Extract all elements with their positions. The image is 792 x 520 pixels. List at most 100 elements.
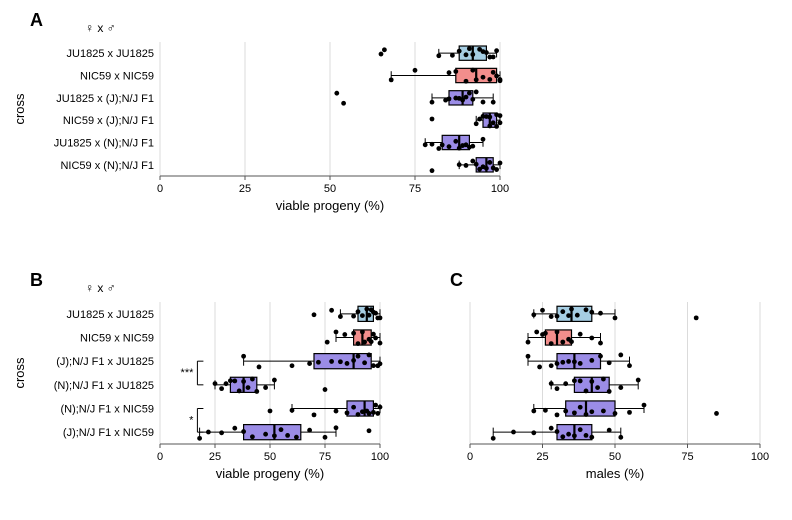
data-point [526,340,531,345]
y-axis-title: cross [12,93,27,125]
data-point [627,363,632,368]
data-point [694,315,699,320]
data-point [367,428,372,433]
data-point [362,360,367,365]
data-point [601,377,606,382]
data-point [362,340,367,345]
data-point [470,68,475,73]
data-point [329,359,334,364]
data-point [613,411,618,416]
data-point [575,313,580,318]
figure-svg: A♀ x ♂JU1825 x JU1825NIC59 x NIC59JU1825… [0,0,792,520]
data-point [232,379,237,384]
data-point [257,365,262,370]
category-label: JU1825 x (N);N/J F1 [54,138,154,150]
data-point [566,313,571,318]
data-point [569,339,574,344]
data-point [430,142,435,147]
data-point [345,410,350,415]
data-point [589,435,594,440]
data-point [494,167,499,172]
data-point [555,386,560,391]
data-point [378,315,383,320]
data-point [341,101,346,106]
data-point [342,332,347,337]
category-label: JU1825 x JU1825 [67,48,154,60]
category-label: (N);N/J F1 x JU1825 [54,380,154,392]
data-point [241,429,246,434]
data-point [627,410,632,415]
data-point [351,314,356,319]
data-point [345,361,350,366]
data-point [436,146,441,151]
sig-label: * [189,414,194,426]
data-point [307,361,312,366]
data-point [474,90,479,95]
data-point [290,408,295,413]
data-point [360,329,365,334]
x-tick-label: 100 [491,183,509,195]
data-point [364,307,369,312]
data-point [714,411,719,416]
data-point [607,360,612,365]
data-point [356,354,361,359]
data-point [511,430,516,435]
x-tick-label: 75 [681,451,693,463]
sig-label: *** [181,367,195,379]
data-point [285,433,290,438]
x-tick-label: 50 [324,183,336,195]
data-point [307,428,312,433]
data-point [569,307,574,312]
data-point [487,77,492,82]
data-point [498,120,503,125]
data-point [491,436,496,441]
data-point [474,77,479,82]
data-point [379,52,384,57]
data-point [263,385,268,390]
data-point [325,340,330,345]
category-label: (J);N/J F1 x JU1825 [56,356,154,368]
data-point [531,312,536,317]
data-point [430,100,435,105]
data-point [549,314,554,319]
data-point [531,409,536,414]
data-point [206,430,211,435]
data-point [447,70,452,75]
data-point [290,363,295,368]
data-point [595,385,600,390]
data-point [467,46,472,51]
data-point [279,427,284,432]
data-point [467,91,472,96]
data-point [498,113,503,118]
data-point [464,52,469,57]
x-tick-label: 75 [409,183,421,195]
data-point [470,52,475,57]
data-point [598,354,603,359]
data-point [598,311,603,316]
x-tick-label: 0 [467,451,473,463]
data-point [549,426,554,431]
data-point [367,353,372,358]
data-point [555,361,560,366]
panelC-label: C [450,270,463,290]
category-label: NIC59 x (J);N/J F1 [63,115,154,127]
data-point [534,330,539,335]
data-point [351,331,356,336]
data-point [457,162,462,167]
category-label: JU1825 x (J);N/J F1 [56,93,154,105]
data-point [584,412,589,417]
x-tick-label: 25 [536,451,548,463]
data-point [474,162,479,167]
data-point [572,410,577,415]
x-axis-title: males (%) [586,466,645,481]
category-label: NIC59 x NIC59 [80,333,154,345]
data-point [378,341,383,346]
data-point [423,142,428,147]
data-point [237,389,242,394]
data-point [250,434,255,439]
data-point [589,336,594,341]
data-point [457,49,462,54]
data-point [491,100,496,105]
data-point [356,412,361,417]
data-point [618,435,623,440]
